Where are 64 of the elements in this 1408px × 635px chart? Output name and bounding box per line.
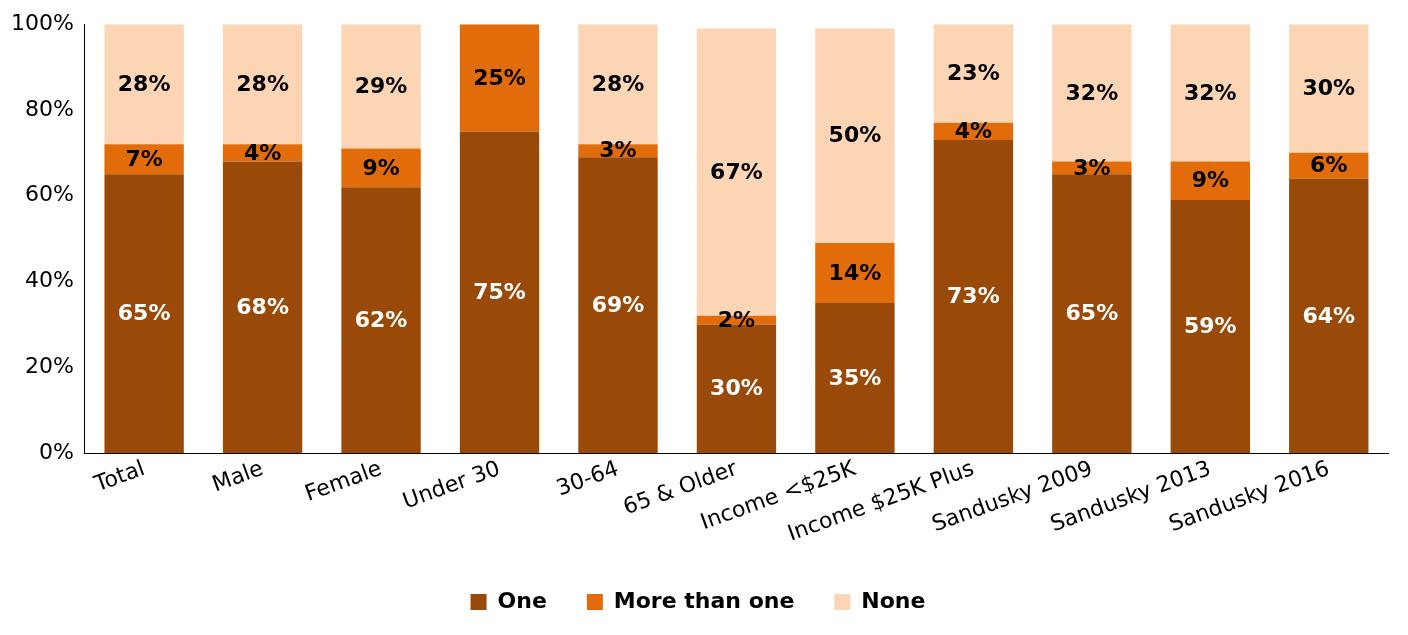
bar — [104, 174, 184, 454]
bar — [222, 24, 303, 145]
bar — [459, 24, 540, 132]
data-label: 69% — [591, 291, 645, 317]
bar — [1289, 178, 1369, 454]
bar — [815, 302, 895, 454]
data-label: 3% — [1073, 154, 1111, 180]
data-label: 9% — [1191, 167, 1229, 193]
data-label: 6% — [1310, 152, 1348, 178]
data-label: 30% — [710, 375, 763, 401]
bar — [815, 242, 895, 303]
data-label: 3% — [599, 137, 637, 163]
data-label: 68% — [236, 294, 289, 319]
y-tick-label: 100% — [10, 9, 74, 35]
data-label: 9% — [362, 154, 400, 180]
data-label: 32% — [1183, 79, 1237, 105]
bar — [222, 161, 303, 454]
data-label: 64% — [1302, 302, 1356, 328]
bar — [341, 187, 421, 454]
bar — [104, 24, 184, 145]
data-label: 28% — [236, 70, 289, 96]
data-label: 14% — [828, 259, 882, 285]
data-label: 23% — [947, 60, 1000, 86]
data-label: 4% — [243, 139, 282, 165]
bar — [933, 140, 1014, 454]
bar — [933, 24, 1014, 123]
data-label: 4% — [954, 118, 993, 144]
y-tick-label: 40% — [24, 267, 74, 293]
legend-label: More than one — [613, 587, 795, 613]
bar — [1289, 24, 1369, 153]
data-label: 59% — [1183, 313, 1237, 339]
data-label: 75% — [473, 278, 526, 304]
data-label: 65% — [1065, 300, 1119, 326]
y-tick-label: 60% — [24, 181, 74, 207]
legend-label: None — [861, 587, 926, 613]
x-tick-label: 30-64 — [553, 455, 622, 501]
data-label: 32% — [1065, 79, 1119, 105]
x-tick-label: Female — [301, 455, 385, 506]
bar — [1170, 24, 1250, 162]
y-tick-label: 80% — [24, 95, 74, 121]
data-label: 67% — [710, 158, 763, 184]
data-label: 25% — [473, 64, 526, 90]
data-label: 30% — [1302, 75, 1356, 101]
bar — [341, 24, 421, 149]
legend-label: One — [497, 587, 547, 613]
y-tick-label: 0% — [38, 438, 74, 464]
x-tick-label: Under 30 — [399, 455, 504, 514]
bar — [815, 28, 895, 243]
data-label: 65% — [117, 300, 171, 326]
bar — [1170, 200, 1250, 454]
bar — [578, 157, 658, 454]
y-tick-label: 20% — [24, 353, 74, 379]
bar — [1052, 174, 1132, 454]
data-label: 50% — [828, 122, 882, 148]
bar — [459, 131, 540, 454]
data-label: 7% — [125, 146, 163, 172]
data-label: 28% — [117, 70, 171, 96]
x-tick-label: Total — [90, 455, 148, 497]
data-label: 28% — [591, 70, 645, 96]
x-tick-label: Male — [208, 455, 267, 497]
data-label: 73% — [947, 283, 1000, 309]
data-label: 29% — [354, 73, 408, 99]
data-label: 62% — [354, 306, 408, 332]
data-label: 35% — [828, 364, 882, 390]
